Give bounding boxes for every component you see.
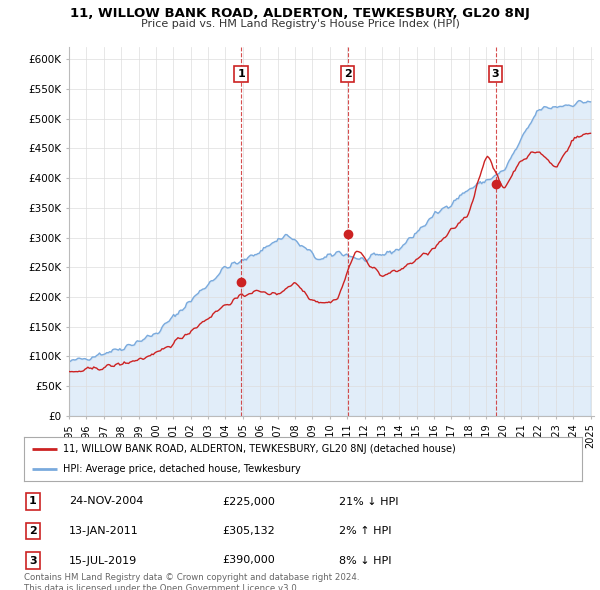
Text: 3: 3 [492, 69, 499, 79]
Text: 2: 2 [344, 69, 352, 79]
Text: 1: 1 [29, 497, 37, 506]
Text: £305,132: £305,132 [222, 526, 275, 536]
Text: 21% ↓ HPI: 21% ↓ HPI [339, 497, 398, 506]
Text: 13-JAN-2011: 13-JAN-2011 [69, 526, 139, 536]
Text: £390,000: £390,000 [222, 556, 275, 565]
Text: HPI: Average price, detached house, Tewkesbury: HPI: Average price, detached house, Tewk… [63, 464, 301, 474]
Text: 11, WILLOW BANK ROAD, ALDERTON, TEWKESBURY, GL20 8NJ: 11, WILLOW BANK ROAD, ALDERTON, TEWKESBU… [70, 7, 530, 20]
Text: 2% ↑ HPI: 2% ↑ HPI [339, 526, 391, 536]
Text: Price paid vs. HM Land Registry's House Price Index (HPI): Price paid vs. HM Land Registry's House … [140, 19, 460, 29]
Text: 11, WILLOW BANK ROAD, ALDERTON, TEWKESBURY, GL20 8NJ (detached house): 11, WILLOW BANK ROAD, ALDERTON, TEWKESBU… [63, 444, 456, 454]
Text: 8% ↓ HPI: 8% ↓ HPI [339, 556, 391, 565]
Text: Contains HM Land Registry data © Crown copyright and database right 2024.
This d: Contains HM Land Registry data © Crown c… [24, 573, 359, 590]
Text: 2: 2 [29, 526, 37, 536]
Text: 1: 1 [237, 69, 245, 79]
Text: 15-JUL-2019: 15-JUL-2019 [69, 556, 137, 565]
Text: £225,000: £225,000 [222, 497, 275, 506]
Text: 3: 3 [29, 556, 37, 565]
Text: 24-NOV-2004: 24-NOV-2004 [69, 497, 143, 506]
